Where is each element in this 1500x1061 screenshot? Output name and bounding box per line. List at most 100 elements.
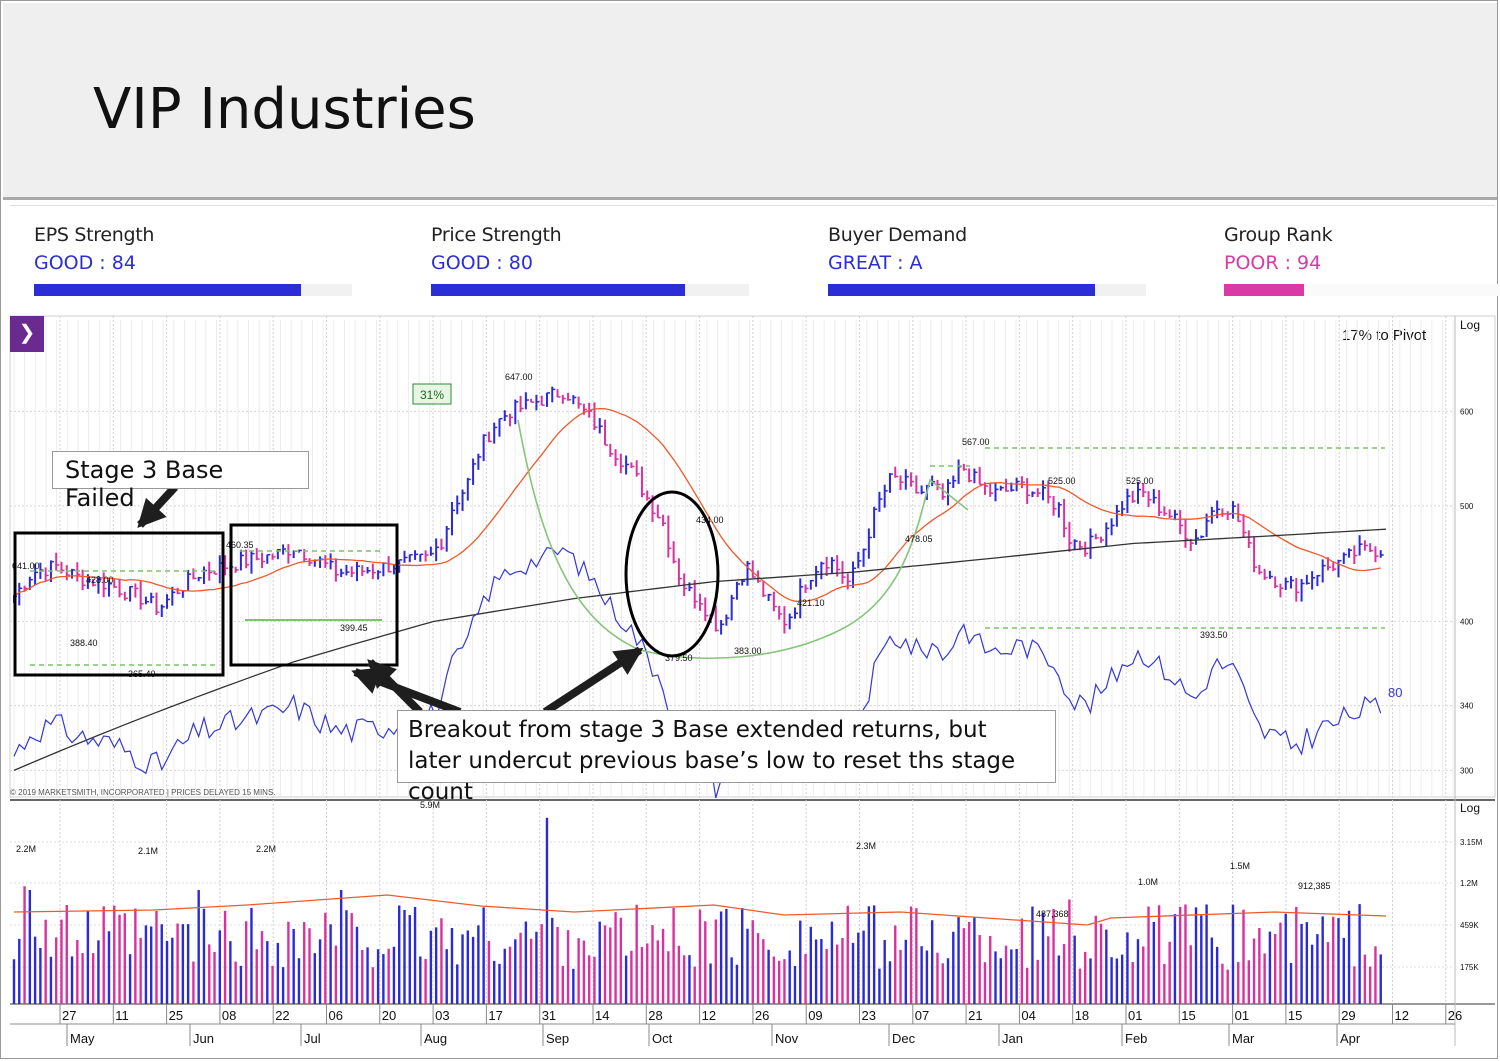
price-annotation: 434.00	[696, 515, 724, 525]
arrow-stage3-failed-head	[137, 497, 167, 528]
price-annotation: 525.00	[1048, 476, 1076, 486]
volume-annotation: 2.3M	[856, 841, 876, 851]
metric-price-strength: Price Strength GOOD : 80	[431, 224, 751, 296]
ma200-line	[13, 528, 1387, 771]
metric-fill	[828, 284, 1096, 296]
x-tick-label: 04	[1021, 1008, 1035, 1023]
metric-label: Group Rank	[1224, 224, 1333, 246]
ma50-line	[13, 407, 1381, 602]
title-bar: VIP Industries	[3, 3, 1497, 200]
metric-track	[828, 284, 1146, 296]
gain-badge-text: 31%	[420, 388, 444, 402]
x-tick-label: 07	[915, 1008, 929, 1023]
price-annotation: 478.05	[905, 534, 933, 544]
rs-line-value: 80	[1388, 685, 1402, 700]
month-label: Oct	[652, 1031, 673, 1046]
x-tick-label: 20	[382, 1008, 396, 1023]
x-tick-label: 26	[755, 1008, 769, 1023]
x-tick-label: 12	[702, 1008, 716, 1023]
month-label: Jan	[1002, 1031, 1023, 1046]
price-annotation: 647.00	[505, 372, 533, 382]
price-annotation: 379.50	[665, 653, 693, 663]
volume-tick-label: 1.2M	[1460, 879, 1478, 888]
annotation-breakout: Breakout from stage 3 Base extended retu…	[397, 710, 1056, 805]
page-title: VIP Industries	[93, 77, 476, 142]
breakout-undercut-circle	[624, 490, 720, 658]
price-annotation: 567.00	[962, 437, 990, 447]
x-tick-label: 08	[222, 1008, 236, 1023]
volume-annotation: 912,385	[1298, 881, 1331, 891]
gain-badge	[412, 383, 452, 405]
x-tick-label: 23	[862, 1008, 876, 1023]
x-tick-label: 21	[968, 1008, 982, 1023]
pivot-text: 17% to Pivot	[1342, 327, 1427, 344]
metric-buyer-demand: Buyer Demand GREAT : A	[828, 224, 1148, 296]
volume-ma-line	[13, 894, 1387, 926]
price-annotation: 428.00	[86, 575, 114, 585]
volume-tick-label: 3.15M	[1460, 838, 1483, 847]
x-tick-label: 17	[488, 1008, 502, 1023]
metric-eps-strength: EPS Strength GOOD : 84	[34, 224, 354, 296]
x-tick-label: 15	[1181, 1008, 1195, 1023]
month-label: Mar	[1232, 1031, 1255, 1046]
metric-value: POOR : 94	[1224, 252, 1322, 274]
x-tick-label: 27	[62, 1008, 76, 1023]
month-label: Nov	[775, 1031, 799, 1046]
volume-annotation: 487,368	[1036, 909, 1069, 919]
volume-annotation: 1.5M	[1230, 861, 1250, 871]
price-annotation: 388.40	[70, 638, 98, 648]
x-tick-label: 25	[169, 1008, 183, 1023]
metric-value: GOOD : 80	[431, 252, 533, 274]
price-annotation: 641.00	[12, 561, 40, 571]
metric-fill	[431, 284, 686, 296]
metric-label: EPS Strength	[34, 224, 155, 246]
metric-fill	[1224, 284, 1304, 296]
price-annotation: 383.00	[734, 646, 762, 656]
volume-annotation: 1.0M	[1138, 877, 1158, 887]
price-scale-label: Log	[1460, 318, 1480, 332]
metric-track	[1224, 284, 1500, 296]
volume-annotation: 2.1M	[138, 846, 158, 856]
volume-scale-label: Log	[1460, 801, 1480, 815]
metric-value: GOOD : 84	[34, 252, 136, 274]
x-tick-label: 01	[1235, 1008, 1249, 1023]
x-tick-label: 15	[1288, 1008, 1302, 1023]
price-annotation: 421.10	[797, 598, 825, 608]
price-tick-label: 400	[1460, 617, 1474, 626]
price-annotation: 393.50	[1200, 630, 1228, 640]
metric-track	[431, 284, 749, 296]
x-tick-label: 14	[595, 1008, 609, 1023]
month-label: Apr	[1340, 1031, 1361, 1046]
x-tick-label: 22	[275, 1008, 289, 1023]
price-annotation: 399.45	[340, 623, 368, 633]
price-tick-label: 500	[1460, 502, 1474, 511]
price-tick-label: 340	[1460, 702, 1474, 711]
arrow-to-base2-b-head	[367, 659, 397, 689]
x-tick-label: 28	[648, 1008, 662, 1023]
metric-label: Price Strength	[431, 224, 562, 246]
expand-chevron-icon[interactable]: ❯	[10, 316, 44, 352]
metrics-strip: EPS Strength GOOD : 84 Price Strength GO…	[10, 205, 1500, 316]
month-label: May	[70, 1031, 95, 1046]
x-tick-label: 03	[435, 1008, 449, 1023]
price-tick-label: 300	[1460, 766, 1474, 775]
x-tick-label: 26	[1448, 1008, 1462, 1023]
volume-annotation: 5.9M	[420, 800, 440, 810]
month-label: Aug	[424, 1031, 447, 1046]
month-label: Jul	[304, 1031, 321, 1046]
x-tick-label: 01	[1128, 1008, 1142, 1023]
copyright-note: © 2019 MARKETSMITH, INCORPORATED | PRICE…	[10, 788, 276, 797]
month-label: Jun	[193, 1031, 214, 1046]
month-label: Dec	[892, 1031, 916, 1046]
metric-fill	[34, 284, 302, 296]
x-tick-label: 31	[542, 1008, 556, 1023]
volume-tick-label: 175K	[1460, 963, 1479, 972]
month-label: Feb	[1125, 1031, 1147, 1046]
volume-tick-label: 459K	[1460, 921, 1479, 930]
stage3-base2-box	[229, 523, 399, 667]
metric-track	[34, 284, 352, 296]
price-annotation: 460.35	[226, 540, 254, 550]
cup-curve	[517, 419, 969, 659]
